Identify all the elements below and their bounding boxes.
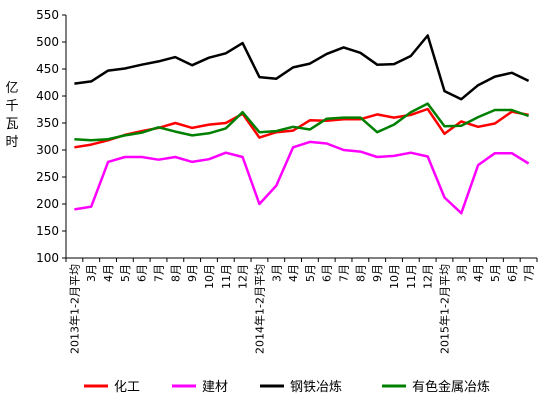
x-tick-label: 5月 — [489, 264, 502, 282]
y-tick-label: 300 — [36, 143, 59, 157]
x-tick-label: 5月 — [304, 264, 317, 282]
series-line-2 — [74, 34, 530, 101]
x-tick-label: 12月 — [237, 264, 250, 289]
x-tick-label: 7月 — [523, 264, 536, 282]
x-tick-label: 11月 — [220, 264, 233, 289]
x-tick-label: 2014年1-2月平均 — [252, 264, 266, 354]
y-tick-label: 400 — [36, 89, 59, 103]
legend-label: 建材 — [202, 380, 228, 395]
x-tick-label: 2015年1-2月平均 — [437, 264, 451, 354]
y-tick-label: 350 — [36, 116, 59, 130]
x-tick-label: 6月 — [321, 264, 334, 282]
series-line-1 — [74, 140, 530, 215]
x-tick-label: 9月 — [371, 264, 384, 282]
x-tick-label: 10月 — [388, 264, 401, 289]
y-tick-label: 100 — [36, 251, 59, 265]
legend-label: 化工 — [114, 380, 140, 395]
series-line-3 — [74, 102, 530, 142]
x-tick-label: 12月 — [422, 264, 435, 289]
x-tick-label: 3月 — [455, 264, 468, 282]
x-axis: 2013年1-2月平均 3月 4月 5月 6月 7月 8月 9月 10月 11月 12月 2014年1… — [65, 257, 538, 354]
y-tick-label: 550 — [36, 8, 59, 22]
x-tick-label: 10月 — [203, 264, 216, 289]
x-tick-label: 8月 — [169, 264, 182, 282]
y-axis-unit: 亿千瓦时 — [5, 81, 18, 150]
x-tick-label: 3月 — [85, 264, 98, 282]
legend-label: 有色金属冶炼 — [412, 379, 490, 395]
x-tick-label: 4月 — [287, 264, 300, 282]
x-tick-label: 7月 — [153, 264, 166, 282]
x-tick-label: 4月 — [472, 264, 485, 282]
series-lines — [74, 34, 530, 215]
y-tick-label: 150 — [36, 224, 59, 238]
legend: 化工 建材 钢铁冶炼 有色金属冶炼 — [84, 379, 490, 395]
y-tick-label: 250 — [36, 170, 59, 184]
x-tick-label: 7月 — [338, 264, 351, 282]
x-tick-label: 5月 — [119, 264, 132, 282]
x-tick-label: 11月 — [405, 264, 418, 289]
x-tick-label: 6月 — [506, 264, 519, 282]
x-tick-label: 2013年1-2月平均 — [67, 264, 81, 354]
y-tick-label: 500 — [36, 35, 59, 49]
legend-label: 钢铁冶炼 — [290, 380, 342, 395]
x-tick-label: 9月 — [186, 264, 199, 282]
x-tick-label: 6月 — [136, 264, 149, 282]
x-tick-label: 4月 — [102, 264, 115, 282]
x-tick-label: 8月 — [354, 264, 367, 282]
y-axis: 100 150 200 250 300 350 400 450 500 550 — [36, 8, 67, 265]
y-unit-label: 亿千瓦时 — [5, 81, 18, 150]
x-tick-label: 3月 — [270, 264, 283, 282]
y-tick-label: 200 — [36, 197, 59, 211]
y-tick-label: 450 — [36, 62, 59, 76]
